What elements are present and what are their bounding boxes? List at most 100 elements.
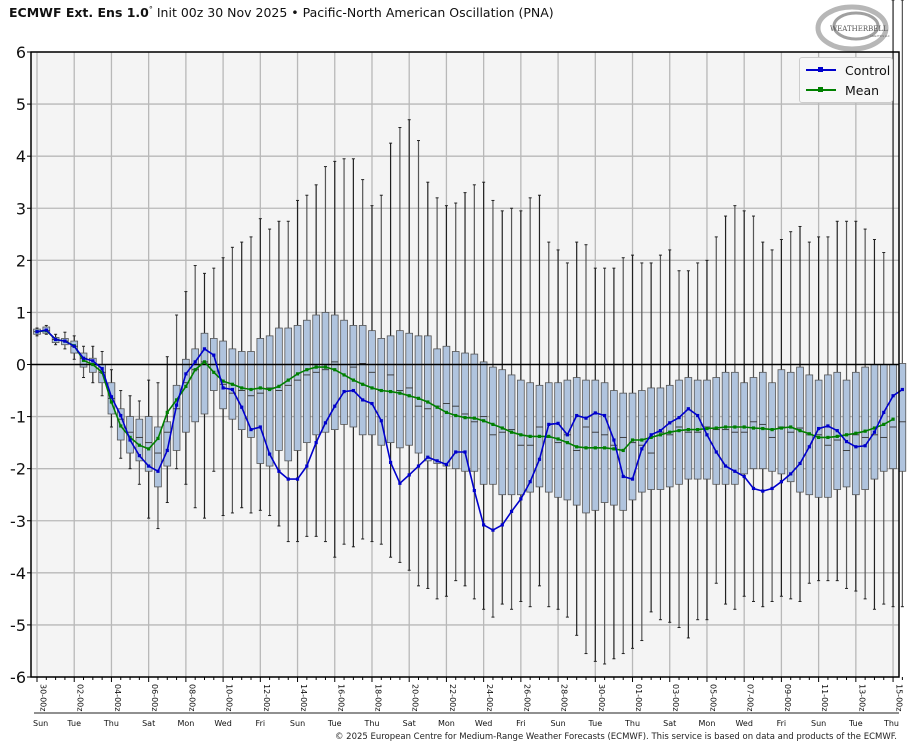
mean-line-icon bbox=[806, 87, 836, 92]
data-point-mean bbox=[668, 430, 672, 434]
box-iqr bbox=[572, 377, 581, 506]
data-point-control bbox=[361, 398, 365, 402]
data-point-mean bbox=[565, 441, 569, 445]
data-point-mean bbox=[547, 434, 551, 438]
box-iqr bbox=[889, 364, 897, 470]
data-point-control bbox=[723, 464, 728, 468]
day-label: Mon bbox=[177, 719, 194, 728]
day-label: Wed bbox=[475, 719, 492, 728]
box-iqr bbox=[219, 340, 227, 410]
data-point-control bbox=[230, 387, 235, 392]
data-point-control bbox=[156, 469, 160, 473]
data-point-mean bbox=[500, 426, 504, 430]
data-point-mean bbox=[807, 432, 811, 436]
box-iqr bbox=[284, 327, 293, 462]
box-plot bbox=[861, 228, 869, 600]
data-point-mean bbox=[379, 388, 383, 393]
logo-subtext: ANALYTICS LLC bbox=[870, 34, 890, 38]
data-point-mean bbox=[351, 378, 355, 382]
data-point-control bbox=[640, 447, 644, 451]
y-tick-label: 3 bbox=[16, 199, 26, 218]
box-iqr bbox=[461, 352, 469, 472]
box-iqr bbox=[665, 384, 674, 488]
data-point-control bbox=[454, 450, 458, 454]
data-point-mean bbox=[519, 433, 523, 437]
box-iqr bbox=[368, 330, 376, 436]
data-point-control bbox=[435, 459, 439, 463]
box-iqr bbox=[154, 426, 162, 488]
data-point-control bbox=[658, 429, 663, 433]
box-plot bbox=[563, 262, 572, 618]
box-plot bbox=[200, 272, 209, 519]
box-plot bbox=[126, 395, 134, 470]
data-point-control bbox=[165, 448, 169, 453]
data-point-control bbox=[202, 347, 207, 351]
box-iqr bbox=[340, 319, 348, 425]
data-point-mean bbox=[556, 437, 560, 441]
data-point-mean bbox=[463, 416, 467, 420]
data-point-mean bbox=[733, 425, 737, 429]
data-point-control bbox=[882, 410, 886, 415]
box-iqr bbox=[507, 374, 516, 496]
data-point-control bbox=[72, 344, 76, 348]
x-tick-label: 01-00z bbox=[634, 684, 643, 711]
day-label: Sun bbox=[290, 719, 305, 728]
box-plot bbox=[386, 142, 395, 558]
data-point-mean bbox=[826, 435, 830, 440]
data-point-control bbox=[212, 353, 216, 357]
box-plot bbox=[414, 140, 423, 587]
box-iqr bbox=[749, 377, 758, 470]
data-point-control bbox=[528, 480, 532, 484]
box-iqr bbox=[405, 332, 413, 446]
x-tick-label: 12-00z bbox=[262, 684, 271, 711]
x-tick-label: 20-00z bbox=[411, 684, 420, 711]
data-point-control bbox=[342, 389, 346, 394]
legend-item-mean: Mean bbox=[806, 81, 879, 99]
data-point-mean bbox=[323, 365, 328, 369]
data-point-mean bbox=[193, 368, 197, 372]
box-iqr bbox=[349, 325, 358, 428]
data-point-control bbox=[472, 488, 476, 493]
x-tick-label: 04-00z bbox=[113, 684, 122, 711]
data-point-control bbox=[779, 480, 783, 484]
day-label: Sat bbox=[663, 719, 676, 728]
data-point-mean bbox=[677, 429, 681, 433]
data-point-control bbox=[556, 421, 560, 425]
data-point-mean bbox=[435, 405, 439, 409]
chart-title-rest: Init 00z 30 Nov 2025 • Pacific-North Ame… bbox=[152, 5, 554, 21]
data-point-mean bbox=[258, 386, 262, 390]
data-point-control bbox=[537, 457, 542, 461]
box-iqr bbox=[293, 325, 302, 451]
data-point-control bbox=[891, 394, 895, 398]
y-tick-label: -3 bbox=[10, 512, 26, 531]
box-plot bbox=[479, 181, 488, 610]
box-plot bbox=[135, 400, 144, 485]
box-plot bbox=[172, 314, 181, 470]
data-point-control bbox=[519, 497, 523, 501]
data-point-mean bbox=[407, 394, 411, 398]
legend: Control Mean bbox=[799, 57, 893, 103]
data-point-control bbox=[407, 473, 411, 477]
day-label: Tue bbox=[848, 719, 863, 728]
data-point-control bbox=[491, 528, 495, 532]
day-label: Sun bbox=[550, 719, 565, 728]
data-point-control bbox=[733, 469, 737, 473]
x-tick-label: 18-00z bbox=[373, 684, 382, 711]
box-iqr bbox=[628, 392, 637, 501]
data-point-mean bbox=[333, 368, 337, 372]
data-point-mean bbox=[686, 428, 690, 432]
data-point-mean bbox=[621, 448, 625, 453]
legend-label-mean: Mean bbox=[845, 82, 880, 98]
day-label: Sat bbox=[142, 719, 155, 728]
data-point-mean bbox=[361, 382, 365, 386]
data-point-control bbox=[603, 413, 607, 418]
data-point-control bbox=[323, 421, 328, 425]
data-point-control bbox=[761, 489, 765, 493]
y-tick-label: -5 bbox=[10, 616, 26, 635]
x-tick-label: 10-00z bbox=[225, 684, 234, 711]
data-point-mean bbox=[286, 378, 290, 382]
data-point-control bbox=[379, 419, 383, 423]
x-tick-label: 15-00z bbox=[895, 684, 904, 711]
box-iqr bbox=[247, 351, 255, 438]
data-point-mean bbox=[240, 386, 244, 390]
